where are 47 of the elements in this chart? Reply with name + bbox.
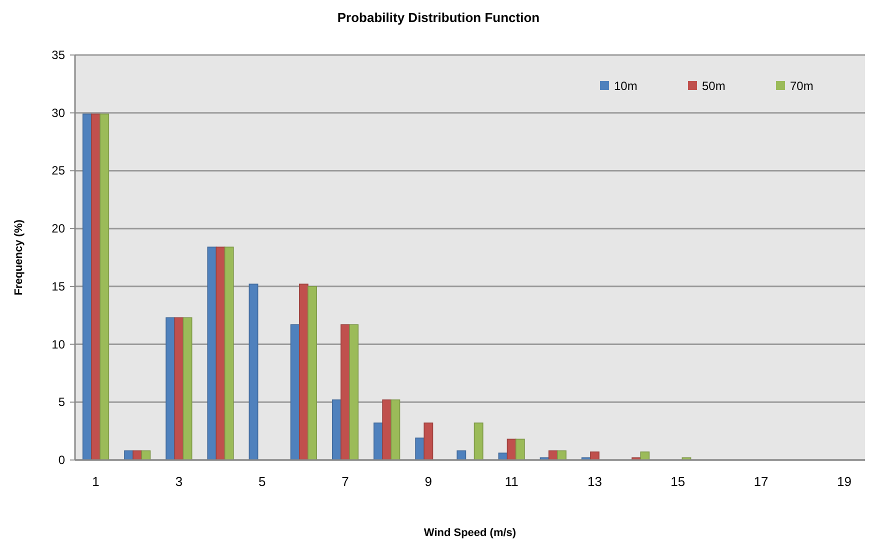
x-tick-label: 13 — [588, 474, 602, 489]
x-tick-label: 1 — [92, 474, 100, 489]
y-tick-label: 35 — [52, 48, 66, 62]
x-tick-label: 5 — [258, 474, 266, 489]
bar — [166, 317, 176, 460]
bar — [308, 286, 317, 460]
bar — [456, 450, 466, 460]
bar — [424, 422, 434, 460]
bar — [349, 324, 359, 460]
bar — [100, 114, 110, 460]
y-axis-title: Frequency (%) — [13, 219, 25, 296]
legend-label: 50m — [702, 79, 726, 93]
x-tick-label: 15 — [670, 474, 686, 489]
y-tick-label: 20 — [52, 222, 66, 236]
chart-title: Probability Distribution Function — [337, 10, 540, 25]
x-tick-label: 9 — [424, 474, 432, 489]
bar — [182, 317, 192, 460]
bar — [298, 284, 308, 460]
x-tick-label: 17 — [754, 474, 768, 489]
bar — [207, 246, 217, 460]
legend-label: 70m — [790, 79, 814, 93]
bar — [474, 422, 484, 460]
x-tick-label: 3 — [175, 474, 183, 489]
bar — [290, 324, 300, 460]
bar — [174, 317, 184, 460]
y-tick-label: 0 — [58, 453, 66, 467]
y-tick-label: 5 — [58, 395, 66, 410]
legend-label: 10m — [614, 79, 638, 93]
bar — [390, 399, 400, 460]
bar — [590, 452, 600, 460]
y-tick-label: 10 — [52, 337, 66, 352]
x-axis-title: Wind Speed (m/s) — [424, 527, 516, 539]
y-tick-label: 30 — [52, 106, 66, 120]
bar — [640, 452, 650, 460]
bar — [224, 246, 234, 460]
x-tick-label: 7 — [342, 474, 349, 489]
bar — [82, 114, 92, 460]
bar — [340, 324, 350, 460]
bar — [248, 284, 258, 460]
x-tick-label: 19 — [836, 474, 852, 489]
bar — [216, 246, 226, 460]
bar — [91, 114, 100, 460]
y-tick-label: 15 — [52, 279, 66, 294]
bar — [515, 438, 525, 460]
bar — [557, 450, 566, 460]
y-tick-label: 25 — [52, 164, 66, 178]
x-tick-label: 11 — [504, 474, 518, 489]
